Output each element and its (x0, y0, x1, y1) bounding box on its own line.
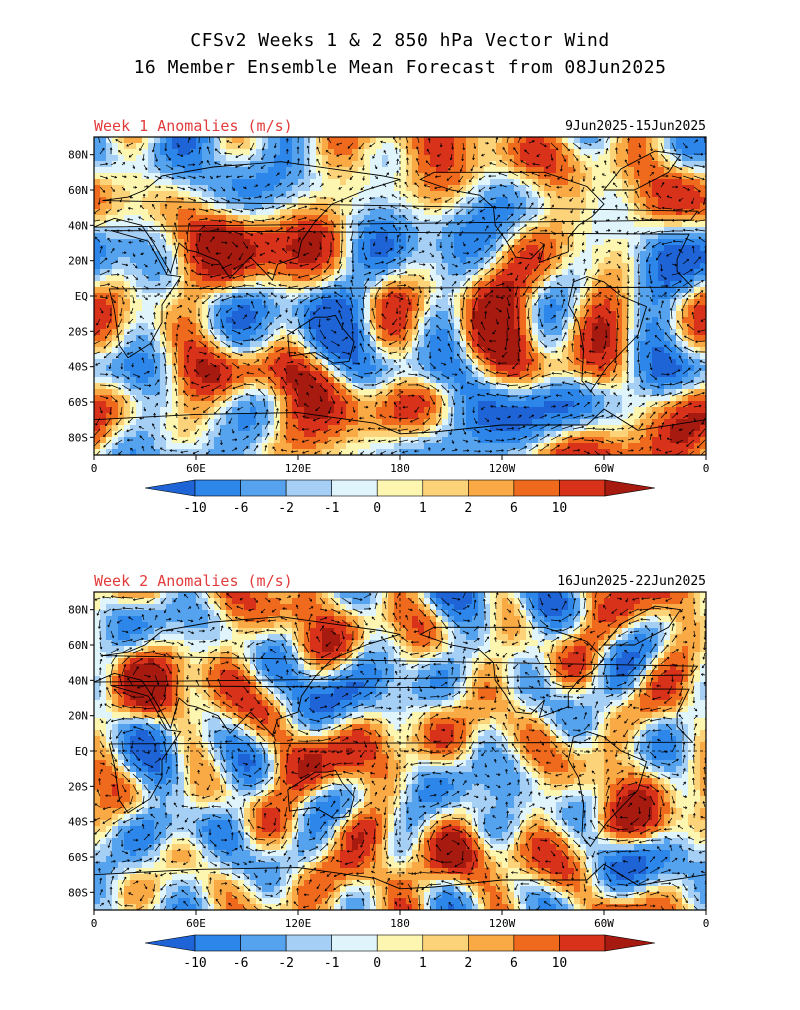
colorbar-label: 1 (419, 956, 427, 971)
lat-label: EQ (75, 290, 88, 303)
lon-label: 0 (91, 462, 98, 475)
week1-map-panel: Week 1 Anomalies (m/s) 9Jun2025-15Jun202… (0, 115, 800, 555)
lon-label: 60E (186, 917, 206, 930)
lon-label: 0 (703, 917, 710, 930)
lat-label: 40N (68, 674, 88, 687)
colorbar-label: 2 (464, 501, 472, 516)
figure-title-line2: 16 Member Ensemble Mean Forecast from 08… (0, 57, 800, 78)
lat-label: 80N (68, 149, 88, 162)
colorbar-label: 0 (373, 501, 381, 516)
colorbar-label: 6 (510, 956, 518, 971)
lat-label: 80N (68, 604, 88, 617)
colorbar-label: 1 (419, 501, 427, 516)
colorbar-label: -1 (324, 956, 340, 971)
colorbar-label: -10 (183, 501, 206, 516)
lat-label: 20N (68, 710, 88, 723)
colorbar-label: -6 (233, 501, 249, 516)
colorbar-label: 10 (552, 501, 568, 516)
lat-label: 40S (68, 816, 88, 829)
lon-label: 0 (91, 917, 98, 930)
lon-label: 120E (285, 917, 312, 930)
lon-label: 60W (594, 462, 614, 475)
lon-label: 60E (186, 462, 206, 475)
lat-label: 80S (68, 431, 88, 444)
lat-label: 60N (68, 184, 88, 197)
lat-label: 40S (68, 361, 88, 374)
colorbar-label: -2 (278, 501, 294, 516)
colorbar-label: 10 (552, 956, 568, 971)
lat-label: 20S (68, 325, 88, 338)
lat-label: 60S (68, 851, 88, 864)
lat-label: 60S (68, 396, 88, 409)
colorbar-label: 0 (373, 956, 381, 971)
lon-label: 120W (489, 462, 516, 475)
lon-label: 120W (489, 917, 516, 930)
colorbar-label: -10 (183, 956, 206, 971)
lon-label: 180 (390, 917, 410, 930)
colorbar-label: 2 (464, 956, 472, 971)
lat-label: 20S (68, 780, 88, 793)
figure-title-line1: CFSv2 Weeks 1 & 2 850 hPa Vector Wind (0, 30, 800, 51)
lat-label: 80S (68, 886, 88, 899)
colorbar-label: -1 (324, 501, 340, 516)
week2-map-panel: Week 2 Anomalies (m/s) 16Jun2025-22Jun20… (0, 570, 800, 1010)
lon-label: 0 (703, 462, 710, 475)
lat-label: EQ (75, 745, 88, 758)
lat-label: 20N (68, 255, 88, 268)
lon-label: 60W (594, 917, 614, 930)
colorbar-label: -2 (278, 956, 294, 971)
lon-label: 120E (285, 462, 312, 475)
lat-label: 40N (68, 219, 88, 232)
colorbar-label: -6 (233, 956, 249, 971)
lon-label: 180 (390, 462, 410, 475)
lat-label: 60N (68, 639, 88, 652)
colorbar-label: 6 (510, 501, 518, 516)
